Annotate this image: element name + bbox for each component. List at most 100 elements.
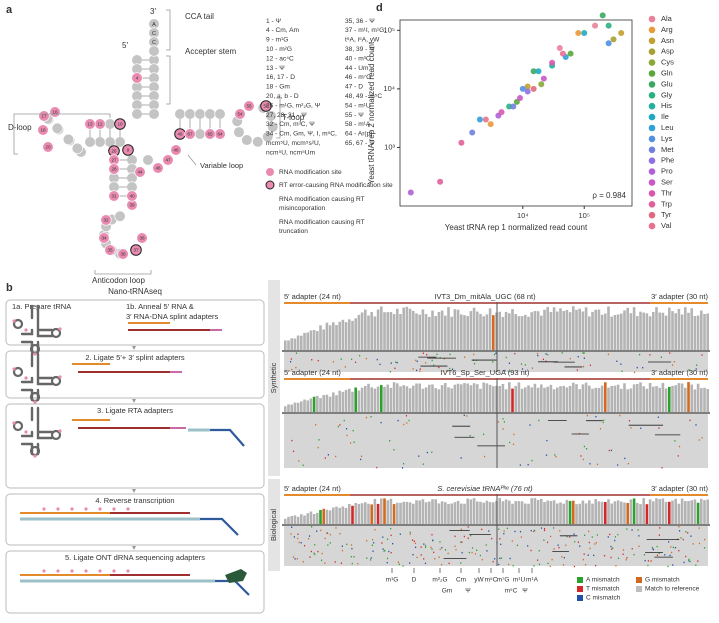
read-mismatch bbox=[520, 363, 523, 365]
coverage-bar bbox=[584, 503, 588, 524]
read-mismatch bbox=[344, 366, 346, 368]
read-mismatch bbox=[607, 353, 610, 356]
read-mismatch bbox=[431, 534, 433, 536]
site-number: 38 bbox=[139, 236, 145, 241]
read-mismatch bbox=[464, 356, 466, 358]
site-number: 9 bbox=[127, 148, 130, 153]
coverage-bar bbox=[332, 507, 335, 524]
coverage-bar bbox=[693, 499, 697, 524]
coverage-bar bbox=[597, 388, 601, 412]
modification-site bbox=[136, 232, 148, 244]
coverage-bar bbox=[540, 315, 543, 350]
read-mismatch bbox=[509, 370, 511, 373]
read-mismatch bbox=[595, 564, 597, 567]
read-mismatch bbox=[701, 437, 703, 439]
mod-label: Ψ bbox=[465, 588, 470, 595]
legend-label: G mismatch bbox=[645, 577, 680, 584]
coverage-bar bbox=[642, 498, 645, 524]
read-mismatch bbox=[422, 352, 424, 354]
coverage-bar bbox=[658, 499, 661, 524]
read-mismatch bbox=[443, 357, 446, 360]
mod-label: m¹U bbox=[513, 577, 526, 584]
read-mismatch bbox=[557, 544, 559, 546]
coverage-bar bbox=[629, 499, 633, 524]
modification-entry: ncm⁵U, ncm⁵Um bbox=[266, 149, 316, 156]
modification-entry: 46 - m⁷G bbox=[345, 74, 371, 81]
mod-dot bbox=[70, 569, 74, 573]
read-mismatch bbox=[403, 463, 405, 465]
read-mismatch bbox=[389, 370, 392, 373]
coverage-bar bbox=[607, 306, 610, 350]
legend-swatch bbox=[648, 146, 656, 154]
read-mismatch bbox=[591, 536, 593, 538]
read-mismatch bbox=[430, 546, 432, 549]
modification-site bbox=[126, 190, 138, 202]
read-mismatch bbox=[582, 458, 584, 461]
read-mismatch bbox=[426, 354, 428, 356]
coverage-bar bbox=[293, 338, 297, 350]
read-mismatch bbox=[530, 549, 532, 552]
read-mismatch bbox=[619, 414, 621, 417]
read-mismatch bbox=[695, 368, 697, 370]
coverage-bar bbox=[533, 383, 537, 412]
panel-b-frames bbox=[5, 299, 265, 614]
coverage-bar bbox=[552, 307, 556, 350]
read-mismatch bbox=[609, 533, 611, 536]
coverage-bar bbox=[530, 312, 533, 350]
read-mismatch bbox=[536, 352, 539, 355]
coverage-bar bbox=[447, 307, 450, 350]
read-mismatch bbox=[414, 542, 416, 545]
coverage-bar bbox=[303, 515, 306, 524]
trna-mod bbox=[58, 375, 62, 379]
modification-entry: 1 - Ψ bbox=[266, 18, 282, 25]
coverage-bar bbox=[453, 309, 457, 350]
read-mismatch bbox=[351, 562, 353, 565]
coverage-bar bbox=[431, 499, 434, 524]
coverage-bar bbox=[524, 387, 527, 412]
read-mismatch bbox=[627, 462, 630, 465]
coverage-bar bbox=[565, 387, 569, 412]
read-mismatch bbox=[529, 424, 531, 426]
read-mismatch bbox=[418, 455, 420, 457]
read-mismatch bbox=[492, 560, 494, 563]
nucleotide bbox=[233, 126, 245, 138]
read-mismatch bbox=[401, 467, 404, 469]
read-mismatch bbox=[370, 416, 372, 418]
coverage-bar bbox=[680, 498, 684, 524]
read-mismatch bbox=[697, 560, 699, 562]
coverage-bar bbox=[482, 382, 485, 412]
coverage-bar bbox=[396, 502, 399, 524]
read-mismatch bbox=[698, 527, 700, 529]
read-mismatch bbox=[420, 554, 422, 556]
modification-site bbox=[117, 248, 129, 260]
step-label: 5. Ligate ONT dRNA sequencing adapters bbox=[65, 553, 205, 562]
coverage-bar bbox=[549, 311, 553, 350]
coverage-bar bbox=[514, 314, 517, 350]
read-mismatch bbox=[431, 548, 433, 550]
coverage-bar bbox=[335, 395, 338, 412]
read-mismatch bbox=[566, 535, 568, 538]
track-title: IVT6_Sp_Ser_UGA (93 nt) bbox=[441, 368, 530, 377]
read-mismatch bbox=[587, 554, 589, 556]
read-mismatch bbox=[360, 455, 363, 457]
read-mismatch bbox=[314, 544, 316, 546]
bracket bbox=[166, 55, 171, 105]
read-mismatch bbox=[657, 416, 659, 418]
modification-site bbox=[100, 214, 112, 226]
read-mismatch bbox=[317, 550, 319, 553]
coverage-bar bbox=[300, 514, 303, 524]
adapter-label: 3′ adapter (30 nt) bbox=[651, 484, 708, 493]
point bbox=[610, 36, 617, 43]
read-mismatch bbox=[640, 427, 642, 430]
read-mismatch bbox=[390, 527, 392, 530]
read-mismatch bbox=[433, 551, 435, 554]
read-mismatch bbox=[500, 557, 503, 559]
read-mismatch bbox=[447, 552, 449, 555]
read-mismatch bbox=[416, 556, 418, 559]
coverage-bar bbox=[668, 307, 671, 350]
read-mismatch bbox=[582, 352, 584, 354]
read-mismatch bbox=[326, 532, 328, 534]
point bbox=[437, 178, 444, 185]
read-mismatch bbox=[688, 558, 690, 561]
read-mismatch bbox=[350, 556, 352, 558]
